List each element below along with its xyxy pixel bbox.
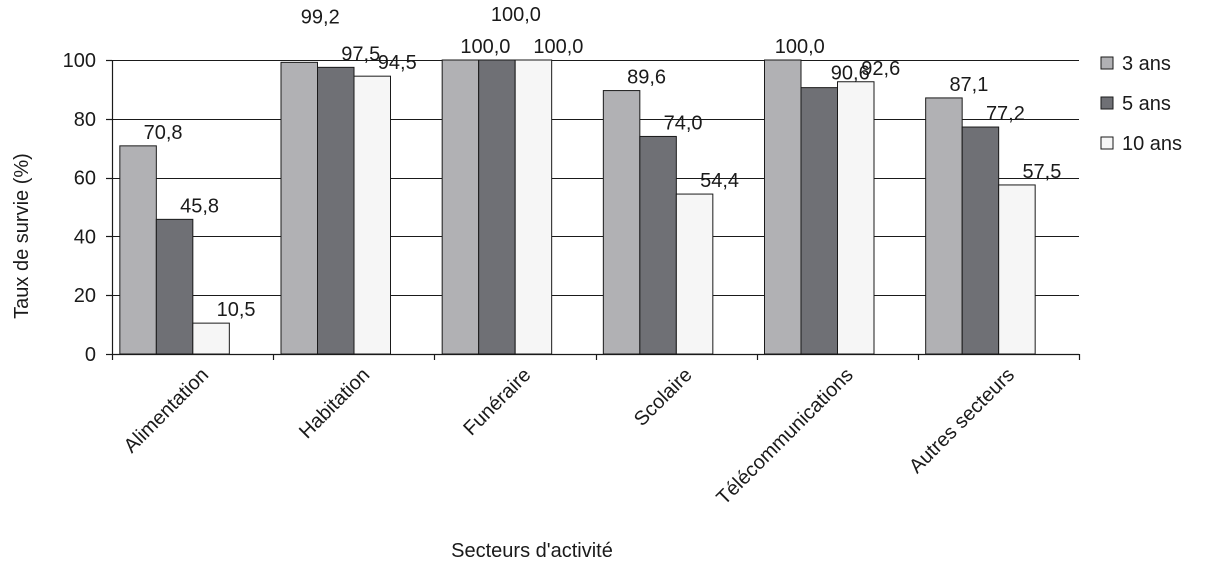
y-axis-label: Taux de survie (%) [11, 153, 33, 319]
data-label: 74,0 [664, 112, 703, 134]
legend-swatch [1100, 96, 1114, 110]
data-labels: 70,8 99,2 100,0 89,6 100,0 87,1 45,8 97,5 100,0 7… [144, 4, 1062, 321]
legend-label: 10 ans [1122, 133, 1182, 155]
bars [119, 59, 1036, 355]
bar [478, 59, 516, 355]
legend-swatch [1100, 56, 1114, 70]
y-tick-label: 0 [85, 344, 96, 366]
y-tick-label: 20 [74, 285, 96, 307]
bar [837, 81, 875, 355]
data-label: 10,5 [217, 299, 256, 321]
data-label: 100,0 [491, 4, 541, 26]
data-label: 45,8 [180, 195, 219, 217]
x-tick-label: Autres secteurs [905, 364, 1019, 478]
data-label: 90,6 [831, 63, 870, 85]
data-label: 57,5 [1022, 161, 1061, 183]
data-label: 70,8 [144, 122, 183, 144]
bar [192, 322, 230, 355]
x-tick-label: Habitation [295, 364, 374, 443]
bar [280, 61, 318, 355]
bar [317, 66, 355, 355]
data-label: 97,5 [341, 43, 380, 65]
bar [800, 87, 838, 355]
data-label: 100,0 [775, 36, 825, 58]
bar [155, 218, 194, 355]
bar [353, 75, 391, 355]
legend-swatch [1100, 136, 1114, 150]
data-label: 92,6 [861, 58, 900, 80]
legend-label: 3 ans [1122, 53, 1171, 75]
data-label: 89,6 [627, 67, 666, 89]
x-tick-label: Télécommunications [713, 364, 858, 509]
bar [639, 135, 677, 355]
x-tick-label: Alimentation [120, 364, 213, 457]
x-axis-label: Secteurs d'activité [451, 540, 613, 562]
bar [675, 193, 714, 355]
bar [961, 126, 1000, 355]
x-tick-label: Scolaire [630, 364, 697, 431]
data-label: 94,5 [378, 52, 417, 74]
data-label: 87,1 [949, 74, 988, 96]
data-label: 100,0 [460, 36, 510, 58]
bar [925, 97, 963, 355]
y-tick-label: 60 [74, 168, 96, 190]
y-tick-label: 100 [63, 50, 96, 72]
legend-label: 5 ans [1122, 93, 1171, 115]
bar [441, 59, 480, 355]
data-label: 54,4 [700, 170, 739, 192]
data-label: 77,2 [986, 103, 1025, 125]
legend: 3 ans 5 ans 10 ans [1100, 53, 1182, 155]
data-label: 99,2 [301, 6, 340, 28]
bar [764, 59, 802, 355]
bar [602, 90, 641, 355]
x-tick-label: Funéraire [459, 364, 535, 440]
y-tick-label: 80 [74, 109, 96, 131]
data-label: 100,0 [533, 36, 583, 58]
bar [119, 145, 157, 355]
bar [998, 184, 1036, 355]
y-tick-label: 40 [74, 226, 96, 248]
gridlines [112, 60, 1079, 296]
bar [514, 59, 553, 355]
axes [106, 59, 1081, 360]
